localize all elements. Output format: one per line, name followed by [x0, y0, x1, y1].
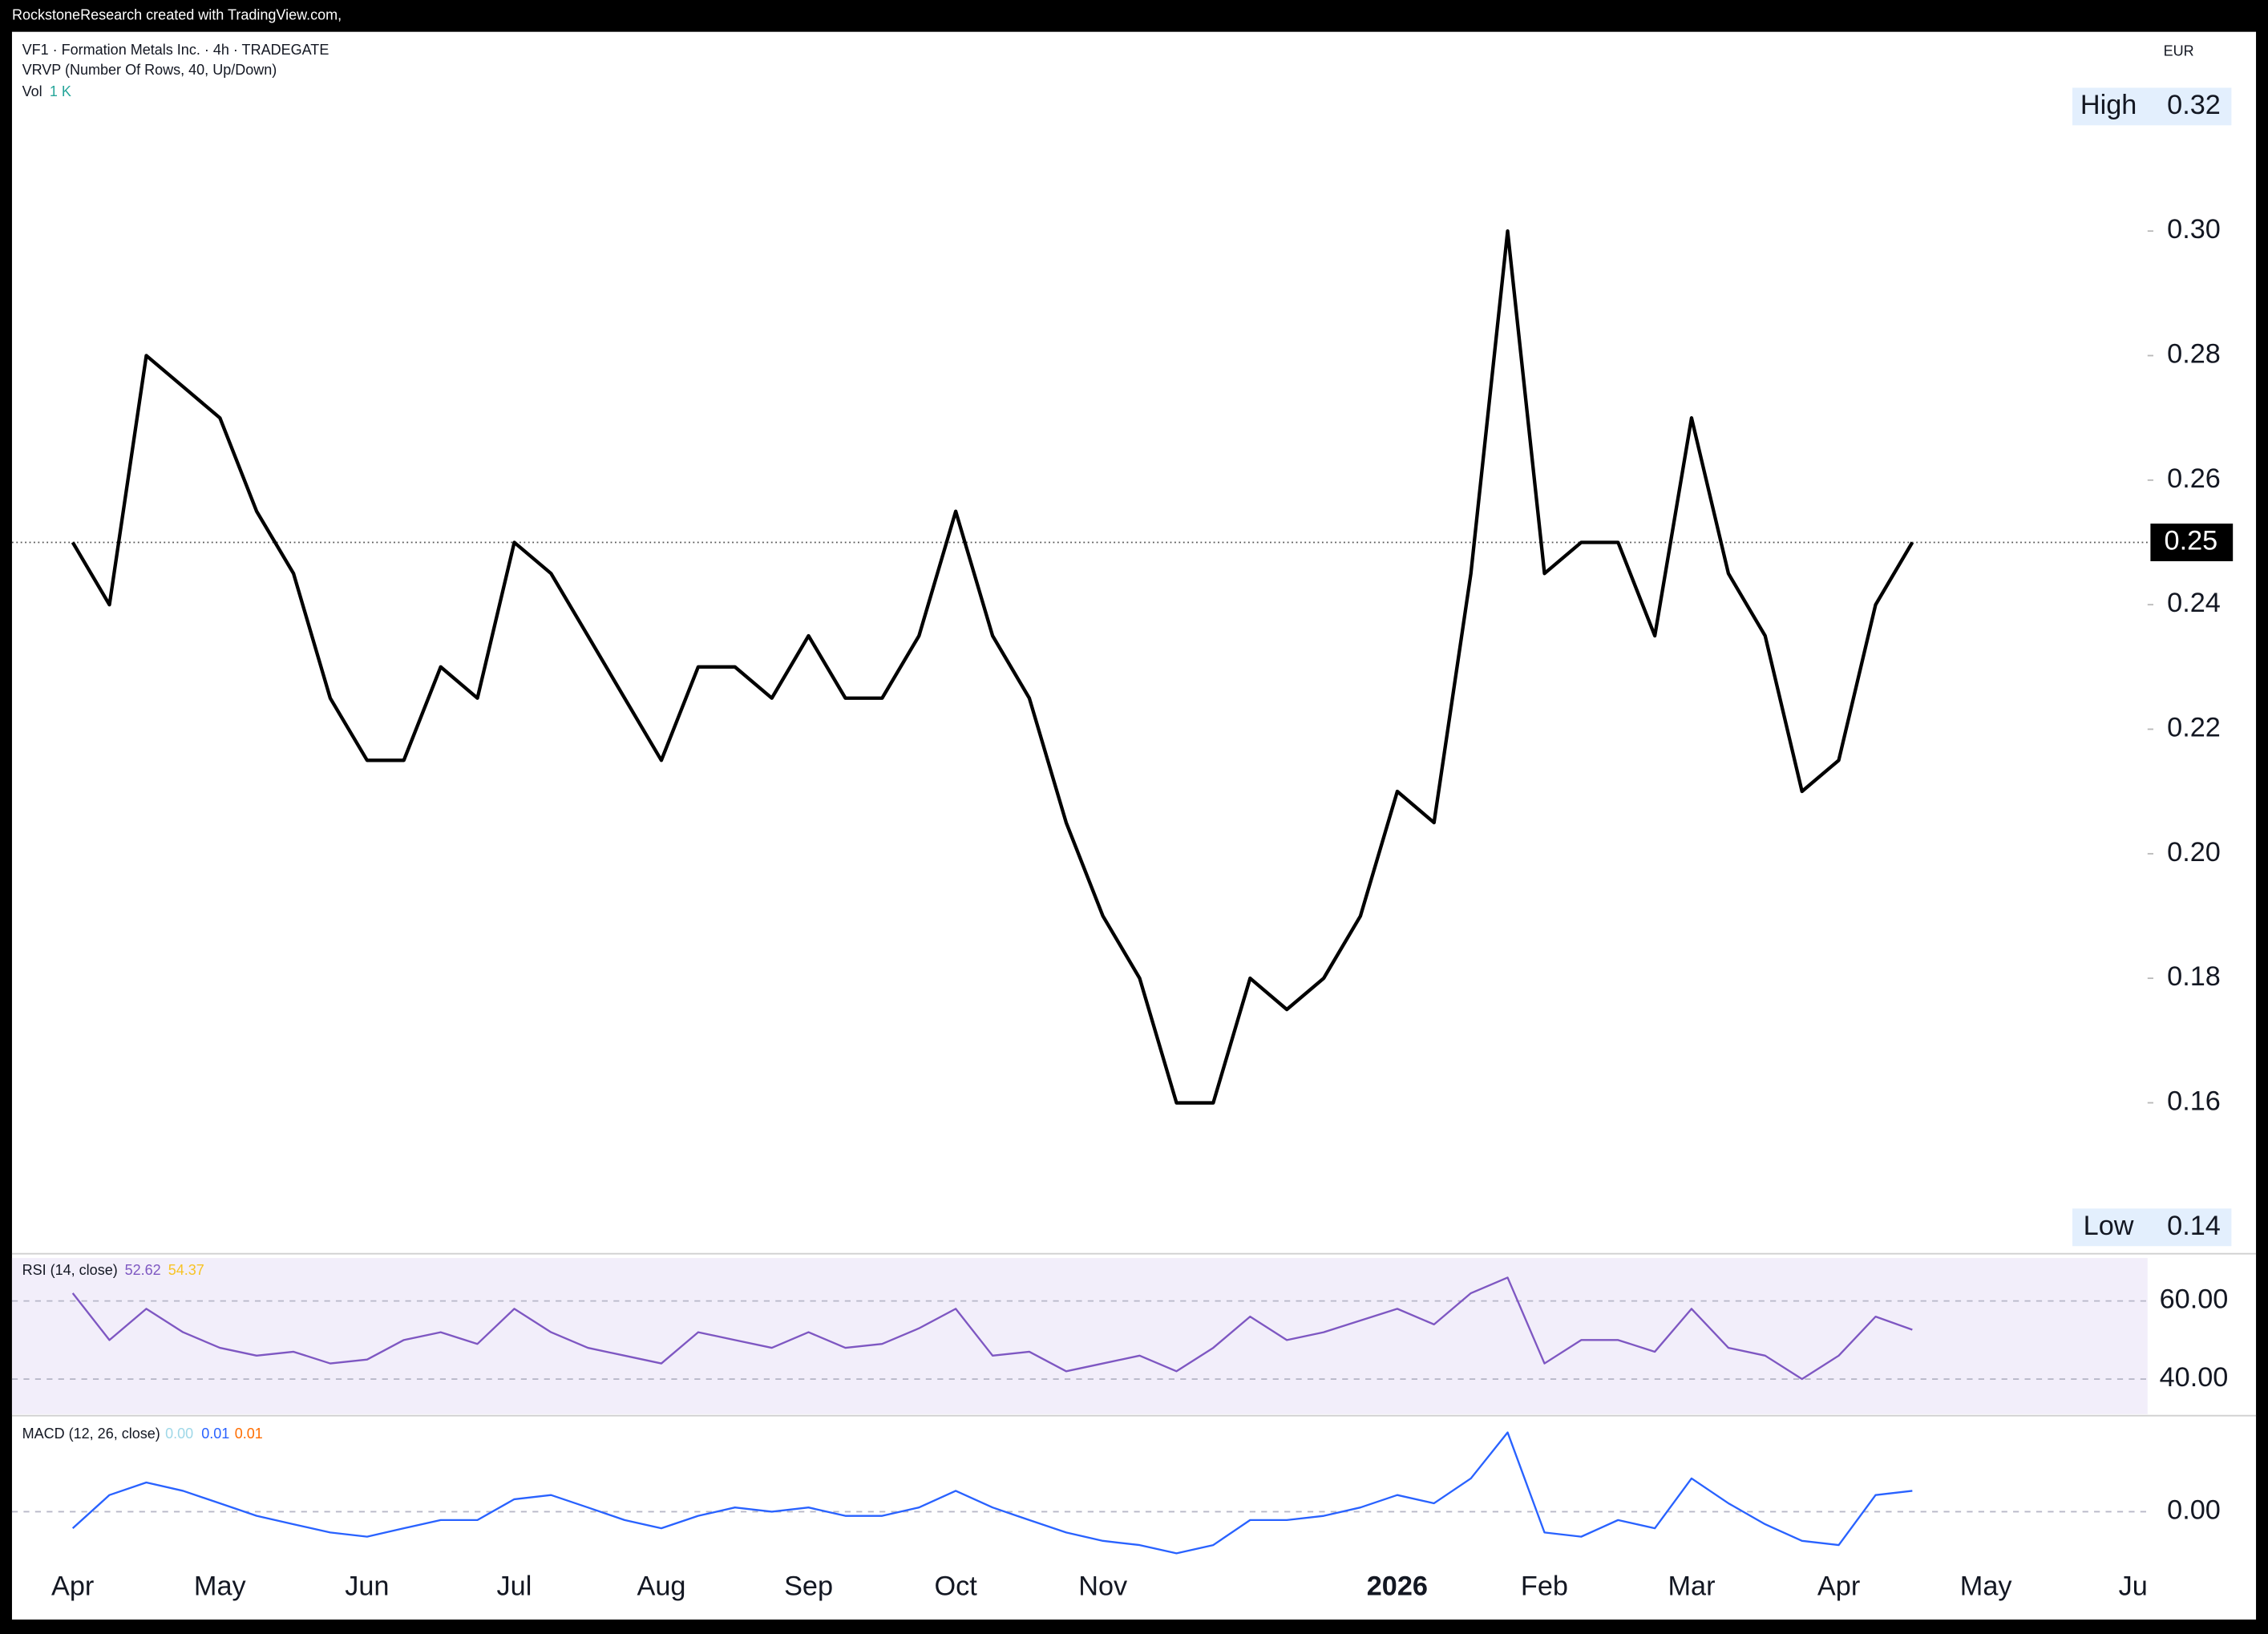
x-tick-label: Apr — [1817, 1571, 1860, 1601]
y-tick-label: 0.20 — [2167, 837, 2221, 868]
series-line — [71, 229, 1914, 1105]
x-tick-label: 2026 — [1367, 1571, 1428, 1601]
y-tick-label: 0.16 — [2167, 1086, 2221, 1117]
rsi-title: RSI (14, close) — [22, 1262, 118, 1278]
x-tick-label: Feb — [1521, 1571, 1568, 1601]
high-label: High — [2080, 90, 2137, 120]
rsi-band — [11, 1258, 2148, 1414]
last-price-box — [2150, 524, 2234, 561]
chart-title: VF1 · Formation Metals Inc. · 4h · TRADE… — [22, 42, 329, 58]
macd-value: 0.01 — [201, 1426, 229, 1442]
y-tick-label: 0.00 — [2167, 1494, 2221, 1525]
x-tick-label: Mar — [1668, 1571, 1716, 1601]
high-box — [2072, 87, 2232, 126]
y-tick-label: 60.00 — [2160, 1284, 2229, 1315]
x-tick-label: Aug — [637, 1571, 686, 1601]
x-tick-label: Sep — [784, 1571, 833, 1601]
low-label: Low — [2084, 1211, 2134, 1241]
signal-value: 0.01 — [235, 1426, 263, 1442]
y-tick-label: 0.30 — [2167, 214, 2221, 245]
x-tick-label: Ju — [2119, 1571, 2148, 1601]
y-tick-label: 0.24 — [2167, 588, 2221, 618]
y-tick-label: 0.26 — [2167, 463, 2221, 494]
rsi-ma-value: 54.37 — [168, 1262, 204, 1278]
volume-label: Vol — [22, 83, 42, 99]
credit: RockstoneResearch created with TradingVi… — [12, 7, 342, 23]
x-tick-label: May — [194, 1571, 247, 1601]
y-tick-label: 0.32 — [2167, 90, 2221, 120]
volume-value: 1 K — [50, 83, 71, 99]
y-tick-label: 0.18 — [2167, 961, 2221, 992]
y-tick-label: 40.00 — [2160, 1362, 2229, 1393]
rsi-value: 52.62 — [125, 1262, 161, 1278]
y-tick-label: 0.22 — [2167, 713, 2221, 743]
low-box — [2072, 1208, 2232, 1247]
currency: EUR — [2164, 43, 2194, 59]
macd-title: MACD (12, 26, close) — [22, 1426, 160, 1442]
y-tick-label: 0.14 — [2167, 1211, 2221, 1241]
last-price-label: 0.25 — [2165, 526, 2218, 556]
subtitle: VRVP (Number Of Rows, 40, Up/Down) — [22, 62, 277, 78]
x-tick-label: Apr — [51, 1571, 94, 1601]
series-line — [71, 1276, 1913, 1381]
hist-value: 0.00 — [165, 1426, 193, 1442]
x-tick-label: Jun — [345, 1571, 389, 1601]
y-tick-label: 0.28 — [2167, 339, 2221, 370]
series-line — [71, 1431, 1913, 1555]
x-tick-label: Jul — [497, 1571, 532, 1601]
x-tick-label: May — [1960, 1571, 2013, 1601]
x-tick-label: Oct — [935, 1571, 978, 1601]
x-tick-label: Nov — [1078, 1571, 1128, 1601]
